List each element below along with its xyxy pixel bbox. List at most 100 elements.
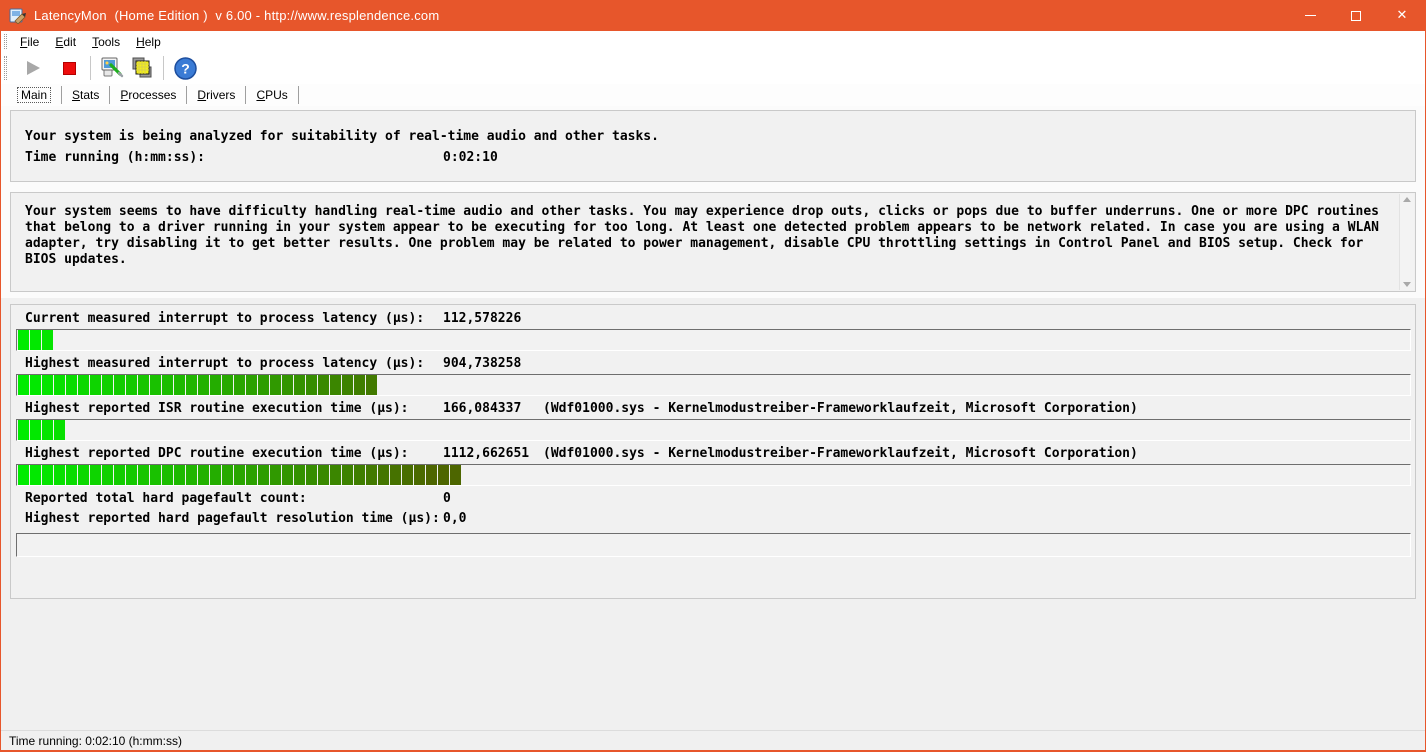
toolbar-gripper[interactable] [4,56,7,80]
progress-segment [318,465,329,485]
tab-main[interactable]: Main [7,86,61,104]
tab-strip: Main Stats Processes Drivers CPUs [1,84,1425,106]
progress-segment [114,465,125,485]
time-running-value: 0:02:10 [443,150,498,165]
copy-icon [132,57,152,78]
progress-segment [354,465,365,485]
progress-segment [342,465,353,485]
progress-segment [18,465,29,485]
progress-segment [402,465,413,485]
metric-label: Highest reported DPC routine execution t… [25,446,409,461]
progress-segment [366,465,377,485]
latency-metrics-panel: Current measured interrupt to process la… [10,304,1416,599]
progress-segment [174,375,185,395]
metric-progressbar [16,374,1411,396]
progress-segment [354,375,365,395]
progress-segment [234,465,245,485]
maximize-button[interactable] [1333,0,1379,31]
progress-segment [162,465,173,485]
toolbar-separator [90,56,91,80]
report-scrollbar[interactable] [1399,194,1414,290]
menu-file[interactable]: File [20,34,40,49]
progress-segment [66,375,77,395]
progress-segment [294,465,305,485]
tools-icon [101,57,124,78]
progress-segment [78,465,89,485]
progress-segment [366,375,377,395]
metric-progressbar [16,329,1411,351]
progress-segment [102,375,113,395]
progress-segment [54,375,65,395]
help-button[interactable]: ? [170,54,200,82]
tab-cpus[interactable]: CPUs [256,88,288,102]
start-monitor-button[interactable] [18,54,48,82]
titlebar: LatencyMon (Home Edition ) v 6.00 - http… [1,0,1425,31]
progress-segment [258,465,269,485]
menu-tools[interactable]: Tools [92,34,121,49]
progress-segment [30,465,41,485]
menubar-gripper[interactable] [4,34,7,49]
progress-segment [234,375,245,395]
close-button[interactable]: ✕ [1379,0,1425,31]
progress-segment [18,420,29,440]
progress-segment [438,465,449,485]
progress-segment [42,420,53,440]
progress-segment [66,465,77,485]
progress-segment [138,375,149,395]
stop-icon [62,61,76,75]
menubar: File Edit Tools Help [1,31,1425,52]
progress-segment [210,465,221,485]
maximize-icon [1351,10,1361,21]
metric-label: Current measured interrupt to process la… [25,311,425,326]
minimize-button[interactable] [1287,0,1333,31]
progress-segment [90,465,101,485]
tab-drivers[interactable]: Drivers [197,88,236,102]
progress-segment [102,465,113,485]
copy-report-button[interactable] [127,54,157,82]
toolbar: ? [1,52,1425,84]
progress-segment [378,465,389,485]
progress-segment [162,375,173,395]
menu-edit[interactable]: Edit [55,34,77,49]
progress-segment [414,465,425,485]
window-controls: ✕ [1287,0,1425,31]
metric-driver-info: (Wdf01000.sys - Kernelmodustreiber-Frame… [543,446,1138,461]
progress-segment [282,375,293,395]
progress-segment [90,375,101,395]
metric-progressbar [16,464,1411,486]
tab-stats[interactable]: Stats [72,88,100,102]
progress-segment [186,465,197,485]
progress-segment [246,465,257,485]
metric-value: 112,578226 [443,311,522,326]
window-title: LatencyMon (Home Edition ) v 6.00 - http… [34,8,440,23]
progress-segment [138,465,149,485]
progress-segment [210,375,221,395]
menu-help[interactable]: Help [136,34,161,49]
metric-value: 166,084337 [443,401,522,416]
progress-segment [222,375,233,395]
progress-segment [450,465,461,485]
stop-monitor-button[interactable] [54,54,84,82]
analyzer-options-button[interactable] [97,54,127,82]
progress-segment [330,465,341,485]
progress-segment [198,375,209,395]
progress-segment [42,465,53,485]
progress-segment [30,330,41,350]
play-icon [26,61,40,75]
metric-value: 904,738258 [443,356,522,371]
metric-driver-info: (Wdf01000.sys - Kernelmodustreiber-Frame… [543,401,1138,416]
progress-segment [330,375,341,395]
progress-segment [30,420,41,440]
progress-segment [294,375,305,395]
analysis-report-panel: Your system seems to have difficulty han… [10,192,1416,292]
tab-processes[interactable]: Processes [120,88,177,102]
progress-segment [78,375,89,395]
metric-label: Highest reported hard pagefault resoluti… [25,511,440,526]
minimize-icon [1304,15,1316,16]
progress-segment [270,375,281,395]
progress-segment [18,375,29,395]
progress-segment [258,375,269,395]
scroll-up-icon[interactable] [1403,197,1411,202]
progress-segment [18,330,29,350]
scroll-down-icon[interactable] [1403,282,1411,287]
